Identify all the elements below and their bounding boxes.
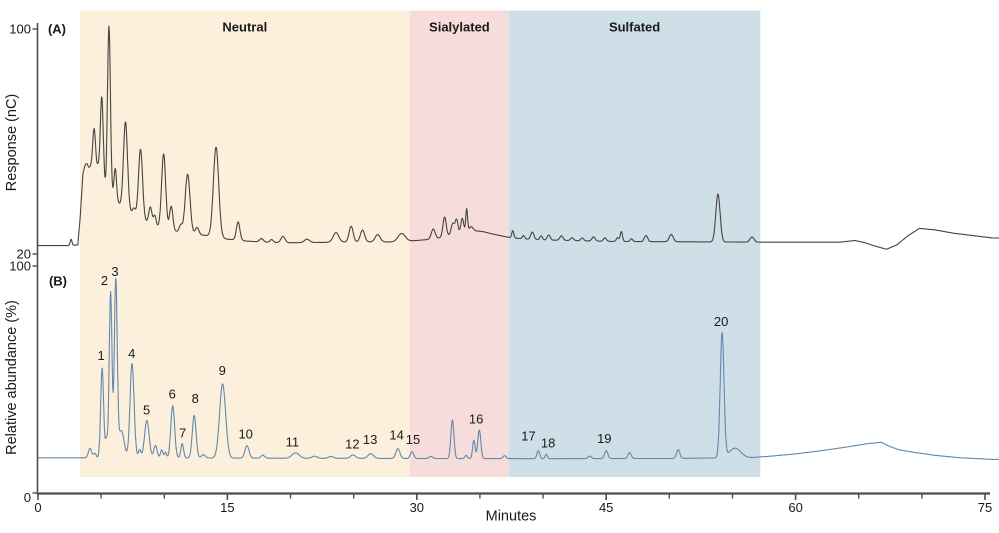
peak-label-4: 4 — [128, 346, 135, 361]
region-band-neutral — [79, 10, 410, 477]
peak-label-10: 10 — [238, 426, 252, 441]
peak-label-15: 15 — [406, 432, 420, 447]
axes-group — [32, 23, 990, 500]
peak-label-6: 6 — [169, 387, 176, 402]
y-tick-label-a-20: 20 — [17, 247, 31, 262]
region-band-sulfated — [509, 10, 761, 477]
x-axis-title: Minutes — [486, 509, 537, 525]
x-tick-label-30: 30 — [410, 500, 424, 515]
region-label-sialylated: Sialylated — [429, 20, 490, 35]
peak-label-9: 9 — [219, 363, 226, 378]
traces-group — [37, 25, 999, 460]
region-band-sialylated — [409, 10, 509, 477]
peak-label-16: 16 — [469, 412, 483, 427]
x-tick-label-0: 0 — [34, 500, 41, 515]
peak-label-14: 14 — [389, 428, 403, 443]
y-tick-label-b-0: 0 — [24, 490, 31, 505]
trace-panel-a — [37, 25, 999, 250]
y-axis-title-panel-a: Response (nC) — [4, 94, 20, 192]
peak-label-8: 8 — [192, 391, 199, 406]
peak-label-17: 17 — [521, 429, 535, 444]
peak-label-20: 20 — [714, 314, 728, 329]
peak-label-7: 7 — [179, 425, 186, 440]
peak-label-12: 12 — [345, 437, 359, 452]
x-tick-labels-group: 0 15 30 45 60 75 — [34, 500, 992, 515]
region-label-neutral: Neutral — [222, 20, 267, 35]
region-bands-group: Neutral Sialylated Sulfated — [79, 10, 761, 477]
y-tick-label-a-100: 100 — [9, 22, 31, 37]
x-tick-label-75: 75 — [978, 500, 992, 515]
panel-b-letter: (B) — [49, 274, 67, 289]
peak-label-13: 13 — [363, 432, 377, 447]
peak-label-5: 5 — [143, 403, 150, 418]
x-tick-label-45: 45 — [599, 500, 613, 515]
peak-label-18: 18 — [541, 436, 555, 451]
y-axis-title-panel-b: Relative abundance (%) — [4, 300, 20, 455]
trace-panel-b — [37, 278, 999, 460]
x-tick-label-60: 60 — [788, 500, 802, 515]
x-tick-label-15: 15 — [220, 500, 234, 515]
region-label-sulfated: Sulfated — [609, 20, 660, 35]
y-tick-label-b-100: 100 — [9, 259, 31, 274]
peak-label-2: 2 — [101, 273, 108, 288]
peak-label-1: 1 — [97, 348, 104, 363]
peak-label-11: 11 — [286, 434, 300, 449]
panel-a-letter: (A) — [48, 22, 66, 37]
peak-label-19: 19 — [597, 431, 611, 446]
peak-label-3: 3 — [111, 264, 118, 279]
